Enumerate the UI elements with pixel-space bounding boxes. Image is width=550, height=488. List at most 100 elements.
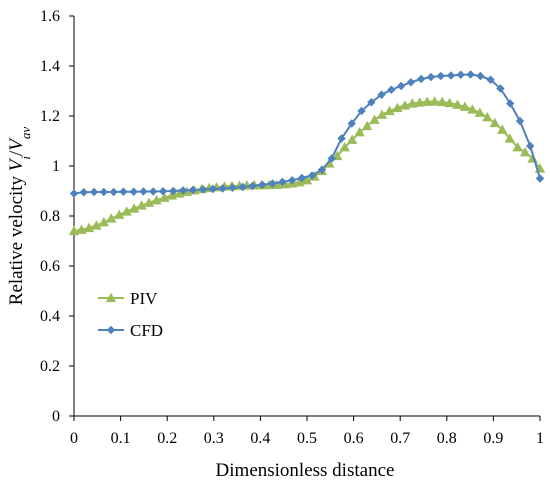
y-tick-label: 1.4: [40, 58, 60, 75]
data-point-piv: [376, 109, 388, 119]
y-axis-label-text: Relative velocity Vi/Vav: [6, 127, 33, 306]
data-point-piv: [459, 101, 471, 111]
data-point-cfd: [436, 71, 445, 81]
series-layer: [68, 70, 546, 236]
x-tick-label: 0.4: [250, 430, 270, 447]
x-tick-label: 0.5: [297, 430, 317, 447]
data-point-cfd: [416, 74, 426, 84]
x-tick-label: 0.6: [344, 430, 364, 447]
data-point-cfd: [377, 90, 386, 99]
data-point-cfd: [109, 187, 118, 197]
data-point-piv: [474, 107, 486, 117]
data-point-cfd: [268, 179, 277, 188]
data-point-piv: [482, 112, 493, 122]
data-point-piv: [519, 147, 531, 157]
legend-item-cfd: CFD: [98, 321, 163, 340]
data-point-cfd: [387, 85, 396, 94]
data-point-piv: [361, 120, 373, 131]
data-point-piv: [339, 142, 350, 152]
data-point-piv: [114, 209, 125, 219]
data-point-cfd: [327, 154, 336, 163]
data-point-cfd: [535, 174, 545, 183]
data-point-piv: [143, 197, 155, 207]
legend-label: CFD: [130, 321, 163, 340]
data-point-cfd: [89, 187, 99, 197]
data-point-cfd: [297, 173, 307, 183]
data-point-piv: [91, 220, 102, 230]
data-point-cfd: [287, 176, 297, 185]
data-point-cfd: [149, 187, 158, 196]
data-point-cfd: [426, 72, 436, 82]
data-point-piv: [347, 134, 358, 144]
data-point-piv: [407, 98, 418, 108]
data-point-cfd: [526, 141, 535, 151]
data-point-cfd: [337, 134, 346, 143]
legend-swatch-marker: [106, 325, 116, 335]
data-point-cfd: [238, 182, 247, 192]
data-point-cfd: [228, 183, 237, 192]
y-axis-label-part: V: [6, 137, 27, 151]
data-point-piv: [436, 96, 448, 107]
data-point-piv: [83, 222, 95, 233]
data-point-cfd: [486, 75, 495, 84]
y-tick-label: 1: [52, 158, 60, 175]
data-point-piv: [369, 114, 380, 124]
x-axis-label: Dimensionless distance: [216, 460, 395, 481]
data-point-piv: [489, 117, 500, 128]
x-tick-label: 0.3: [204, 430, 224, 447]
y-tick-label: 0.2: [40, 358, 60, 375]
data-point-cfd: [198, 185, 208, 194]
data-point-piv: [136, 200, 147, 210]
data-point-cfd: [406, 78, 416, 87]
data-point-piv: [354, 127, 365, 137]
legend-swatch-marker: [105, 292, 117, 303]
data-point-cfd: [466, 70, 475, 79]
y-tick-label: 0: [52, 408, 60, 425]
series-cfd: [69, 70, 545, 198]
data-point-cfd: [515, 116, 525, 126]
y-tick-label: 0.8: [40, 208, 60, 225]
x-tick-label: 1: [536, 430, 544, 447]
data-point-cfd: [178, 186, 188, 195]
data-point-piv: [422, 96, 433, 106]
data-point-piv: [301, 175, 313, 185]
legend-item-piv: PIV: [98, 289, 158, 308]
data-point-piv: [121, 206, 132, 216]
data-point-piv: [271, 179, 282, 189]
y-tick-labels: 0 0.2 0.4 0.6 0.8 1 1.2 1.4 1.6: [40, 8, 60, 425]
y-axis-label-part: av: [18, 127, 33, 140]
data-point-cfd: [367, 98, 376, 107]
data-point-piv: [414, 97, 425, 107]
x-tick-label: 0.7: [390, 430, 410, 447]
data-point-cfd: [347, 119, 356, 128]
data-point-piv: [384, 105, 395, 116]
y-axis-label-part: /: [6, 150, 27, 156]
y-axis-label-part: i: [18, 156, 33, 160]
data-point-cfd: [129, 187, 138, 196]
x-tick-labels: 0 0.1 0.2 0.3 0.4 0.5 0.6 0.7 0.8 0.9 1: [70, 430, 544, 447]
legend: PIV CFD: [98, 289, 163, 340]
data-point-cfd: [158, 187, 168, 196]
data-point-cfd: [248, 181, 257, 191]
x-tick-label: 0.8: [437, 430, 457, 447]
data-point-cfd: [99, 187, 109, 197]
data-point-cfd: [208, 184, 218, 194]
y-tick-label: 1.2: [40, 108, 60, 125]
data-point-cfd: [317, 165, 327, 174]
x-tick-label: 0: [70, 430, 78, 447]
data-point-piv: [68, 225, 80, 236]
data-point-cfd: [456, 70, 465, 79]
data-point-cfd: [79, 188, 88, 197]
data-point-piv: [497, 124, 508, 134]
data-point-piv: [452, 99, 463, 109]
data-point-cfd: [446, 71, 456, 80]
data-point-cfd: [69, 189, 79, 198]
y-tick-label: 1.6: [40, 8, 60, 25]
data-point-piv: [128, 203, 140, 213]
data-point-piv: [512, 142, 523, 152]
data-point-piv: [429, 96, 440, 106]
data-point-piv: [392, 102, 403, 113]
data-point-cfd: [307, 171, 317, 180]
data-point-cfd: [476, 71, 485, 81]
data-point-piv: [444, 97, 455, 108]
